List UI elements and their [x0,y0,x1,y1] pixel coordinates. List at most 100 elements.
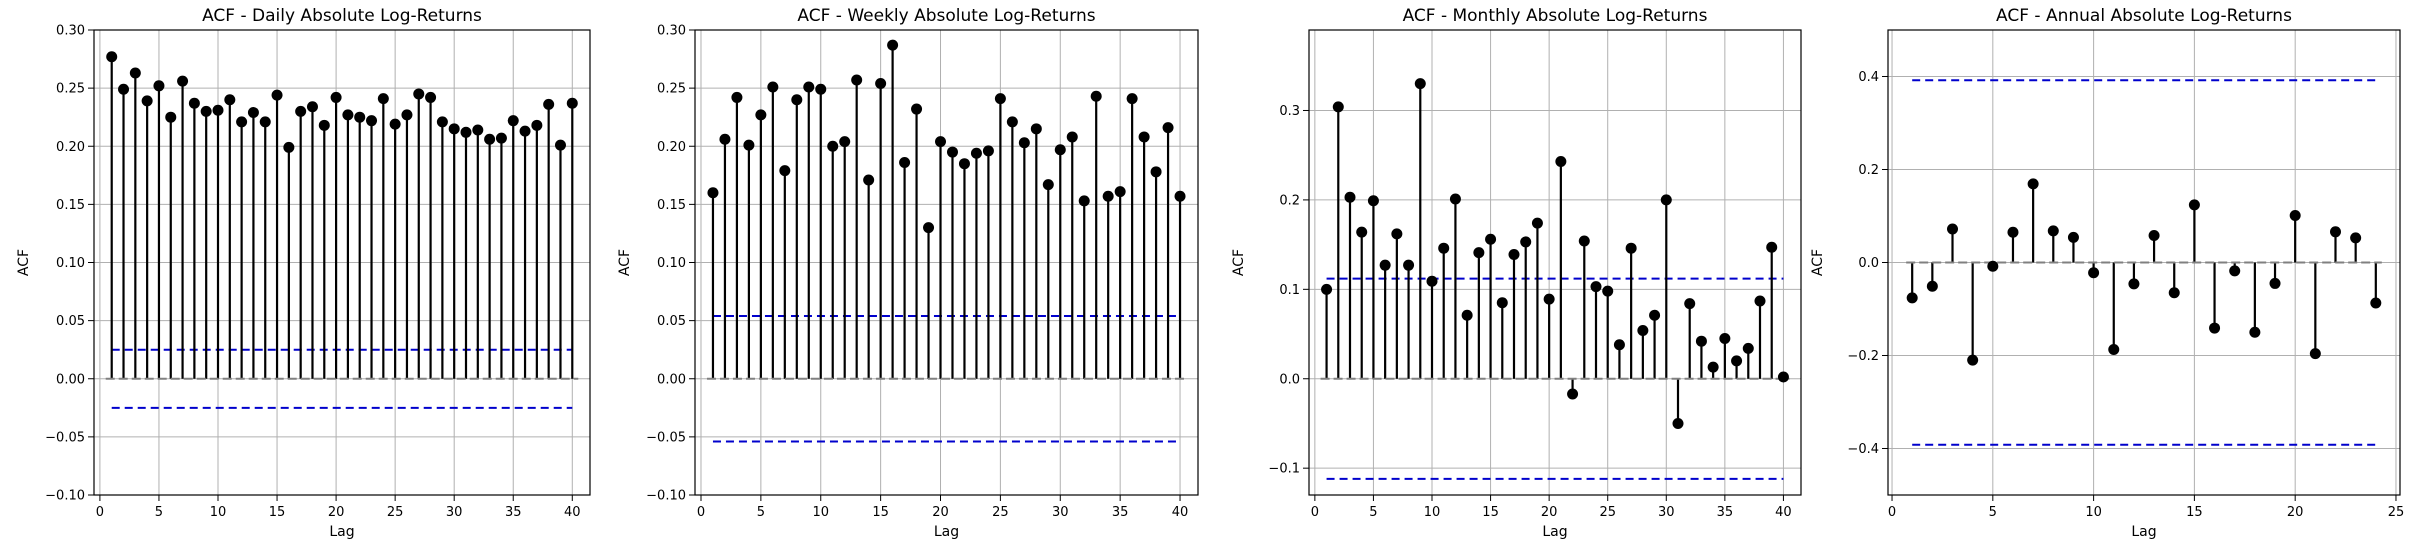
x-tick-label: 40 [564,505,581,520]
acf-point [2148,230,2160,242]
y-tick-label: 0.2 [1858,163,1879,178]
acf-panel-1: 0 5 10 15 20 25 30 35 40 −0.10 −0.05 0.00 0.05 0.10 0.… [16,6,591,540]
acf-point [2269,277,2281,289]
y-tick-label: 0.3 [1279,104,1300,119]
acf-point [803,81,815,93]
acf-point [1078,195,1090,207]
panel-title: ACF - Weekly Absolute Log-Returns [797,6,1095,26]
x-tick-label: 0 [697,505,705,520]
y-tick-label: −0.05 [646,430,686,445]
acf-point [1567,388,1579,400]
acf-point [1578,235,1590,247]
y-tick-label: 0.20 [56,140,85,155]
acf-point [106,51,118,63]
acf-point [851,74,863,86]
y-tick-label: 0.0 [1279,372,1300,387]
acf-point [1150,166,1162,178]
acf-point [1449,193,1461,205]
acf-point [354,111,366,123]
panel-title: ACF - Monthly Absolute Log-Returns [1403,6,1708,26]
acf-point [767,81,779,93]
y-tick-label: −0.05 [45,430,85,445]
acf-point [1126,93,1138,105]
acf-point [1162,122,1174,134]
y-tick-label: 0.05 [657,314,686,329]
x-tick-label: 30 [1658,505,1675,520]
acf-point [2108,343,2120,355]
x-tick-label: 25 [1599,505,1616,520]
y-tick-label: −0.4 [1847,442,1879,457]
x-tick-label: 10 [210,505,227,520]
acf-point [719,133,731,145]
y-axis-label: ACF [617,249,633,276]
acf-point [425,91,437,103]
acf-point [994,93,1006,105]
acf-point [283,141,295,153]
acf-point [887,39,899,51]
x-tick-label: 10 [1424,505,1441,520]
acf-point [259,116,271,128]
y-tick-label: 0.10 [657,256,686,271]
acf-point [1403,259,1415,271]
acf-point [236,116,248,128]
acf-point [1543,293,1555,305]
acf-point [1707,361,1719,373]
acf-point [875,77,887,89]
panel-title: ACF - Annual Absolute Log-Returns [1996,6,2292,26]
x-tick-label: 35 [1112,505,1129,520]
acf-point [1754,295,1766,307]
x-tick-label: 35 [505,505,522,520]
x-tick-label: 15 [2186,505,2203,520]
y-tick-label: 0.30 [657,24,686,39]
acf-point [982,145,994,157]
acf-point [2229,265,2241,277]
acf-point [165,111,177,123]
x-tick-label: 5 [757,505,765,520]
acf-point [815,83,827,95]
acf-point [330,91,342,103]
acf-point [153,80,165,92]
x-axis-label: Lag [2131,524,2156,540]
acf-point [177,75,189,87]
acf-point [460,126,472,138]
x-tick-label: 0 [96,505,104,520]
acf-panel-3: 0 5 10 15 20 25 30 35 40 −0.1 0.0 0.1 0.2 0.3 ACF - Mo… [1231,6,1802,540]
y-axis-label: ACF [16,249,32,276]
y-tick-label: −0.1 [1268,462,1300,477]
acf-point [755,109,767,121]
acf-point [1414,78,1426,90]
acf-point [448,123,460,135]
acf-point [1672,417,1684,429]
acf-point [1391,228,1403,240]
acf-point [377,93,389,105]
x-tick-label: 5 [1989,505,1997,520]
acf-point [1590,281,1602,293]
acf-point [1602,285,1614,297]
x-tick-label: 40 [1172,505,1189,520]
acf-point [1496,297,1508,309]
acf-point [1321,283,1333,295]
acf-point [1090,90,1102,102]
y-tick-label: 0.4 [1858,70,1879,85]
acf-point [1649,309,1661,321]
panel-title: ACF - Daily Absolute Log-Returns [202,6,482,26]
acf-point [935,136,947,148]
acf-point [1508,248,1520,260]
acf-point [531,119,543,131]
acf-point [2168,287,2180,299]
acf-point [731,91,743,103]
x-tick-label: 25 [992,505,1009,520]
acf-point [1947,223,1959,235]
acf-point [118,83,130,95]
y-tick-label: 0.15 [657,198,686,213]
x-tick-label: 10 [2085,505,2102,520]
acf-point [271,89,283,101]
acf-point [436,116,448,128]
y-tick-label: 0.25 [657,82,686,97]
y-tick-label: 0.0 [1858,256,1879,271]
acf-point [413,88,425,100]
acf-point [1777,371,1789,383]
acf-point [495,132,507,144]
acf-point [911,103,923,115]
